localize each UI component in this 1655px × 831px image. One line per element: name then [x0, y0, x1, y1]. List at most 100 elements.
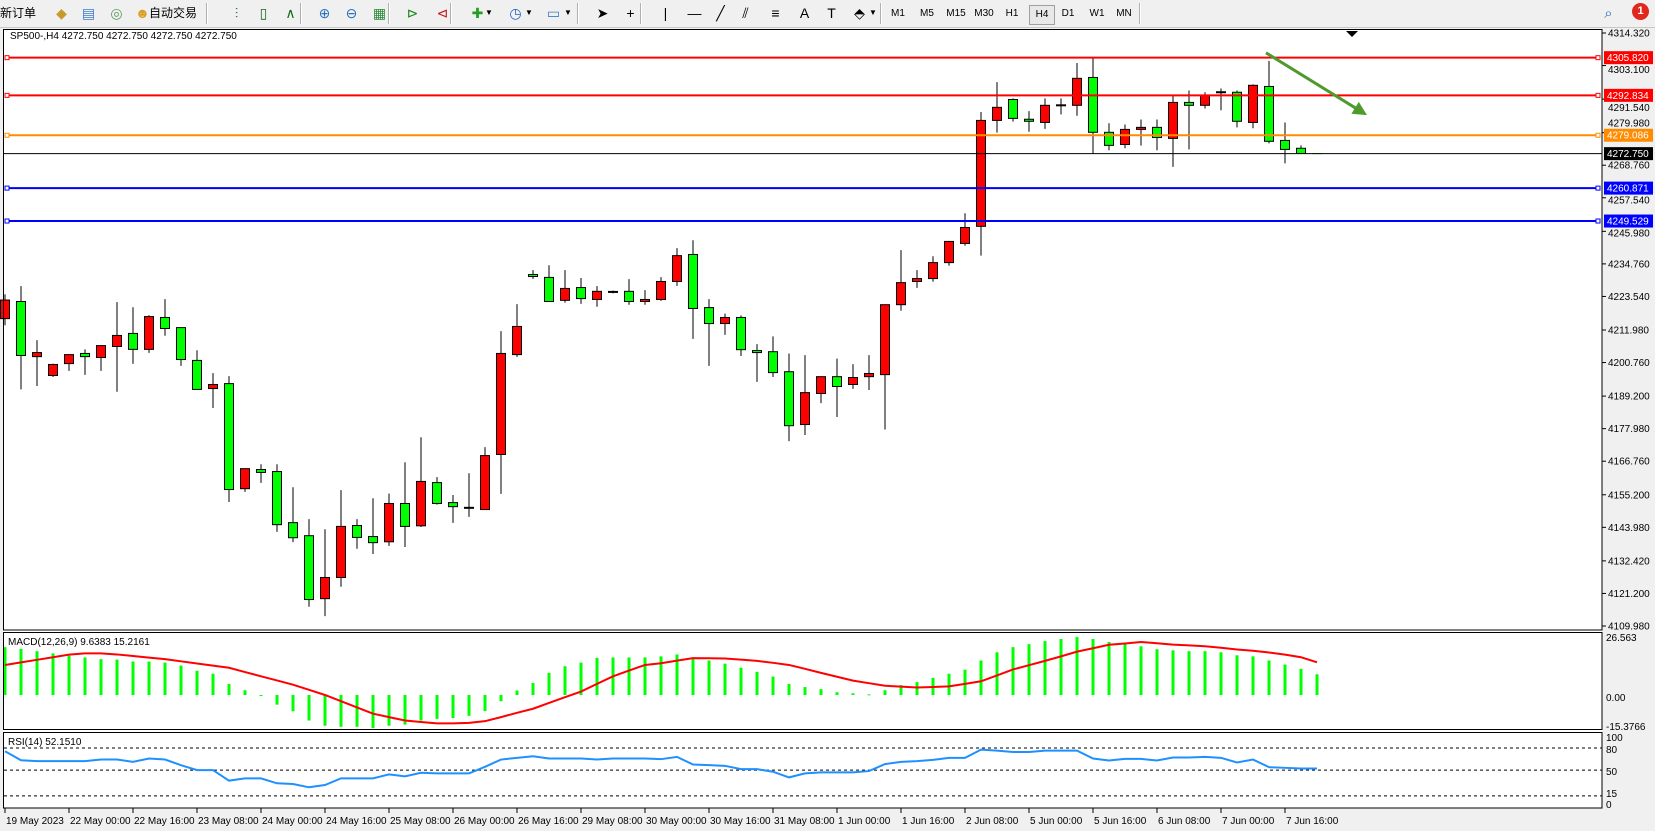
macd-histogram-bar [483, 695, 487, 712]
time-tick-label: 19 May 2023 [6, 816, 64, 827]
candle-body [144, 316, 154, 350]
candle [768, 336, 778, 377]
candle-body [832, 376, 842, 388]
timeframe-m30[interactable]: M30 [974, 8, 994, 19]
candle [0, 294, 10, 326]
indicators-icon[interactable]: ✚ [471, 5, 484, 21]
candle [240, 468, 250, 492]
toolbar-separator [206, 3, 208, 24]
timeframe-m5[interactable]: M5 [920, 8, 934, 19]
zoom-in-icon[interactable]: ⊕ [318, 5, 331, 21]
level-price-tag [1604, 51, 1653, 65]
candle-body [656, 280, 666, 300]
candle-body [1184, 101, 1194, 106]
signal-icon[interactable]: ◎ [110, 5, 123, 21]
timeframe-m15[interactable]: M15 [946, 8, 966, 19]
timeframe-d1[interactable]: D1 [1061, 8, 1075, 19]
chart-shift-icon[interactable]: ⊲ [436, 5, 449, 21]
price-tick-label: 4234.760 [1608, 259, 1650, 270]
line-chart-icon[interactable]: ∧ [285, 5, 296, 21]
horizontal-line-icon[interactable]: — [687, 5, 702, 21]
level-handle [4, 92, 10, 98]
candle [752, 344, 762, 382]
tile-windows-icon[interactable]: ▦ [372, 5, 387, 21]
candle [256, 464, 266, 483]
notification-badge[interactable]: 1 [1632, 3, 1649, 20]
candle [1280, 122, 1290, 164]
candle [1168, 95, 1178, 167]
text-label-icon[interactable]: T [827, 5, 836, 21]
candle [400, 462, 410, 548]
dropdown-arrow-icon[interactable]: ▼ [485, 8, 493, 17]
macd-histogram-bar [963, 669, 967, 695]
periods-icon[interactable]: ◷ [509, 5, 522, 21]
arrow-head-icon [1351, 101, 1367, 116]
dropdown-arrow-icon[interactable]: ▼ [869, 8, 877, 17]
bar-chart-icon[interactable]: ⫶ [234, 5, 239, 21]
candle [1088, 58, 1098, 154]
bid-price-label: 4272.750 [1607, 149, 1649, 160]
candle [576, 277, 586, 304]
vertical-line-icon[interactable]: | [663, 5, 668, 21]
rsi-scale-label: 15 [1606, 789, 1618, 800]
candle-body [816, 376, 826, 394]
time-tick-label: 5 Jun 16:00 [1094, 816, 1147, 827]
equidistant-channel-icon[interactable]: ⫽ [742, 5, 749, 21]
auto-scroll-icon[interactable]: ⊳ [406, 5, 419, 21]
candle-body [800, 392, 810, 426]
macd-histogram-bar [547, 672, 551, 695]
candlestick-chart-icon[interactable]: ▯ [259, 5, 268, 21]
macd-scale-label: 0.00 [1606, 693, 1626, 704]
zoom-out-icon[interactable]: ⊖ [345, 5, 358, 21]
time-tick-label: 6 Jun 08:00 [1158, 816, 1211, 827]
macd-histogram-bar [515, 690, 519, 695]
timeframe-h4[interactable]: H4 [1029, 5, 1055, 25]
candle-body [976, 119, 986, 227]
macd-histogram-bar [227, 684, 231, 695]
crosshair-icon[interactable]: + [626, 5, 635, 21]
timeframe-m1[interactable]: M1 [891, 8, 905, 19]
toolbar-separator [640, 3, 642, 24]
time-tick-label: 1 Jun 00:00 [838, 816, 891, 827]
trendline-icon[interactable]: ╱ [716, 5, 725, 21]
expert-advisor-icon[interactable]: ☻ [135, 5, 150, 21]
candle-body [320, 576, 330, 600]
new-order-button[interactable]: 新订单 [0, 6, 37, 20]
macd-histogram-bar [1107, 641, 1111, 695]
market-watch-icon[interactable]: ◆ [56, 5, 67, 21]
timeframe-w1[interactable]: W1 [1089, 8, 1105, 19]
search-icon[interactable]: ⌕ [1604, 5, 1613, 22]
time-tick-label: 25 May 08:00 [390, 816, 451, 827]
candle [624, 279, 634, 305]
text-icon[interactable]: A [799, 5, 810, 21]
price-tick-label: 4279.980 [1608, 119, 1650, 130]
macd-histogram-bar [995, 652, 999, 695]
candle [1232, 90, 1242, 128]
auto-trading-button[interactable]: 自动交易 [149, 6, 198, 20]
candle [720, 313, 730, 335]
templates-icon[interactable]: ▭ [546, 5, 561, 21]
toolbar-separator [300, 3, 302, 24]
timeframe-mn[interactable]: MN [1116, 8, 1132, 19]
cursor-icon[interactable]: ➤ [596, 5, 609, 21]
candle [416, 437, 426, 527]
arrows-icon[interactable]: ⬘ [854, 5, 865, 21]
dropdown-arrow-icon[interactable]: ▼ [564, 8, 572, 17]
data-window-icon[interactable]: ▤ [81, 5, 96, 21]
fibonacci-icon[interactable]: ≡ [771, 5, 780, 21]
candle-body [848, 377, 858, 385]
macd-histogram-bar [595, 657, 599, 695]
timeframe-h1[interactable]: H1 [1005, 8, 1019, 19]
time-tick-label: 23 May 08:00 [198, 816, 259, 827]
macd-histogram-bar [915, 682, 919, 695]
macd-histogram-bar [979, 660, 983, 695]
macd-histogram-bar [1011, 647, 1015, 695]
level-handle [1595, 218, 1601, 224]
candle-body [112, 334, 122, 347]
macd-scale-label: -15.3766 [1606, 722, 1646, 733]
candle-body [736, 316, 746, 351]
price-tick-label: 4155.200 [1608, 490, 1650, 501]
dropdown-arrow-icon[interactable]: ▼ [525, 8, 533, 17]
candle [960, 213, 970, 246]
